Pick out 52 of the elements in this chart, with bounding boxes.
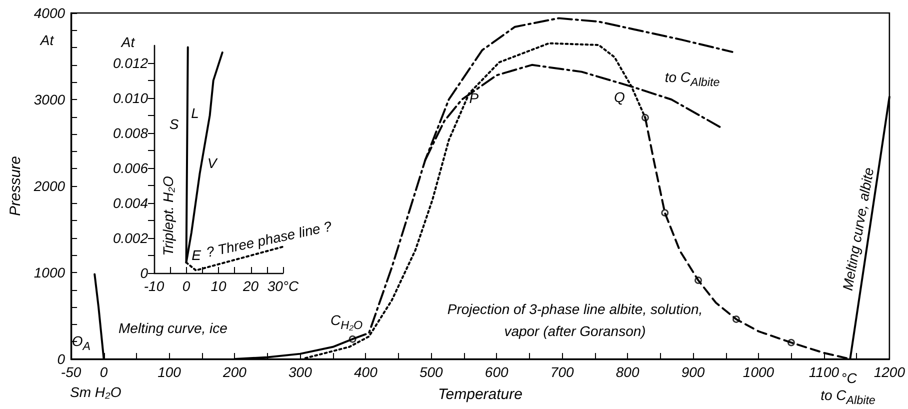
annotation: Triplept. H₂O (159, 176, 177, 256)
annotation: to C$_{Albite}$ (664, 68, 720, 91)
y-tick-label: 0.002 (112, 230, 148, 246)
x-tick-label: 900 (681, 364, 705, 380)
y-tick-label: 0.004 (112, 195, 148, 211)
x-tick-label: 10 (210, 278, 226, 294)
x-tick-label: 800 (616, 364, 640, 380)
annotation: Melting curve, albite (838, 166, 878, 292)
annotation: Q (614, 88, 625, 107)
annotation: ? Three phase line ? (204, 217, 334, 262)
x-tick-label: 400 (354, 364, 378, 380)
x-tick-label: 0 (182, 278, 190, 294)
text: Sm H₂O (70, 383, 122, 402)
y-tick-label: 0 (140, 265, 148, 281)
annotation: S (169, 115, 179, 134)
x-tick-label: 20 (242, 278, 259, 294)
x-tick-label: 100 (158, 364, 182, 380)
annotation: At (121, 33, 135, 52)
x-tick-label: 1100 (808, 364, 840, 380)
x-tick-label: 30°C (267, 278, 300, 294)
y-tick-label: 3000 (34, 92, 66, 108)
y-tick-label: 0.008 (112, 125, 148, 141)
x-tick-label: -10 (144, 278, 164, 294)
y-tick-label: 4000 (34, 5, 66, 21)
text: to C$_{Albite}$ (820, 386, 876, 409)
x-tick-label: -50 (60, 364, 82, 380)
y-tick-label: 0 (57, 351, 66, 367)
annotation: P (469, 88, 479, 108)
y-axis-title: Pressure (7, 156, 24, 216)
x-axis-title: Temperature (438, 386, 522, 403)
x-tick-label: 600 (484, 364, 508, 380)
annotation: Melting curve, ice (118, 318, 228, 338)
text: °C (841, 369, 857, 388)
x-tick-label: 1000 (742, 364, 774, 380)
y-tick-label: 2000 (32, 178, 66, 194)
x-tick-label: 500 (419, 364, 444, 380)
annotation: L (191, 104, 199, 123)
annotation: V (207, 154, 217, 173)
y-tick-label: 0.006 (112, 160, 148, 176)
annotation: C$_{H₂O}$ (330, 311, 363, 334)
x-tick-label: 200 (222, 364, 247, 380)
text: At (40, 31, 54, 50)
x-tick-label: 1200 (874, 364, 906, 380)
annotation: E (192, 246, 201, 264)
y-tick-label: 0.012 (112, 55, 148, 71)
x-tick-label: 300 (288, 364, 312, 380)
annotation: Projection of 3-phase line albite, solution, vapor (after Goranson) (447, 300, 703, 341)
x-tick-label: 700 (550, 364, 574, 380)
annotation: O$_{A}$ (72, 332, 90, 355)
x-tick-label: 0 (100, 364, 108, 380)
y-tick-label: 1000 (34, 264, 66, 280)
y-tick-label: 0.010 (112, 90, 148, 106)
